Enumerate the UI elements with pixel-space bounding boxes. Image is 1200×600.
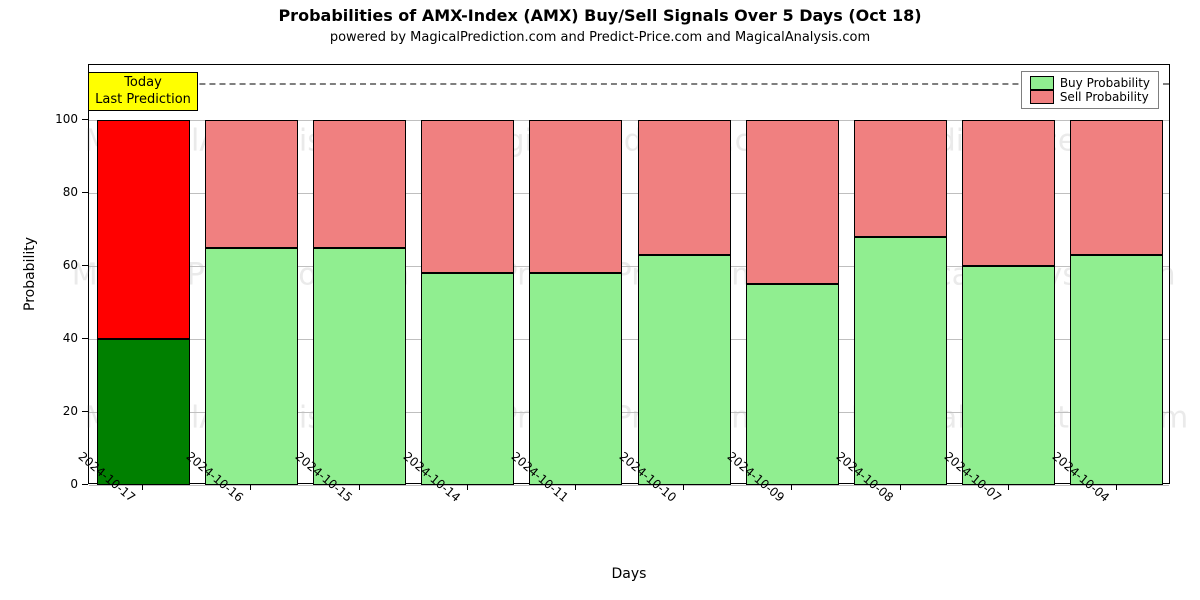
buy-bar [205,248,298,485]
sell-bar [962,120,1055,266]
buy-bar [421,273,514,485]
x-tick-mark [900,484,901,490]
x-tick-mark [791,484,792,490]
legend-swatch [1030,76,1054,90]
x-tick-mark [1116,484,1117,490]
chart-title: Probabilities of AMX-Index (AMX) Buy/Sel… [0,6,1200,25]
sell-bar [1070,120,1163,255]
plot-area: MagicalAnalysis.comMagicalPrediction.com… [88,64,1170,484]
x-tick-mark [250,484,251,490]
sell-bar [746,120,839,284]
y-tick-label: 40 [48,331,78,345]
buy-bar [1070,255,1163,485]
x-axis-label: Days [612,566,647,582]
buy-bar [97,339,190,485]
y-tick-mark [82,484,88,485]
chart-subtitle: powered by MagicalPrediction.com and Pre… [0,30,1200,45]
y-axis-label: Probability [22,237,38,311]
y-tick-label: 80 [48,185,78,199]
buy-bar [962,266,1055,485]
x-tick-mark [575,484,576,490]
sell-bar [854,120,947,237]
legend: Buy ProbabilitySell Probability [1021,71,1159,109]
x-tick-mark [1008,484,1009,490]
sell-bar [421,120,514,273]
buy-bar [746,284,839,485]
sell-bar [313,120,406,248]
y-tick-label: 100 [48,112,78,126]
chart-container: Probabilities of AMX-Index (AMX) Buy/Sel… [0,0,1200,600]
legend-label: Buy Probability [1060,76,1150,90]
y-tick-label: 20 [48,404,78,418]
sell-bar [97,120,190,339]
y-tick-label: 0 [48,477,78,491]
legend-swatch [1030,90,1054,104]
x-tick-mark [359,484,360,490]
legend-item: Sell Probability [1030,90,1150,104]
sell-bar [529,120,622,273]
legend-item: Buy Probability [1030,76,1150,90]
x-tick-mark [683,484,684,490]
y-tick-mark [82,192,88,193]
y-tick-mark [82,265,88,266]
legend-label: Sell Probability [1060,90,1149,104]
x-tick-mark [467,484,468,490]
y-tick-label: 60 [48,258,78,272]
y-tick-mark [82,119,88,120]
buy-bar [638,255,731,485]
buy-bar [313,248,406,485]
sell-bar [638,120,731,255]
y-tick-mark [82,338,88,339]
x-tick-mark [142,484,143,490]
annotation-line2: Last Prediction [95,92,191,108]
annotation-line1: Today [95,75,191,91]
buy-bar [854,237,947,485]
today-annotation: TodayLast Prediction [88,72,198,111]
sell-bar [205,120,298,248]
reference-line [89,83,1169,85]
buy-bar [529,273,622,485]
y-tick-mark [82,411,88,412]
